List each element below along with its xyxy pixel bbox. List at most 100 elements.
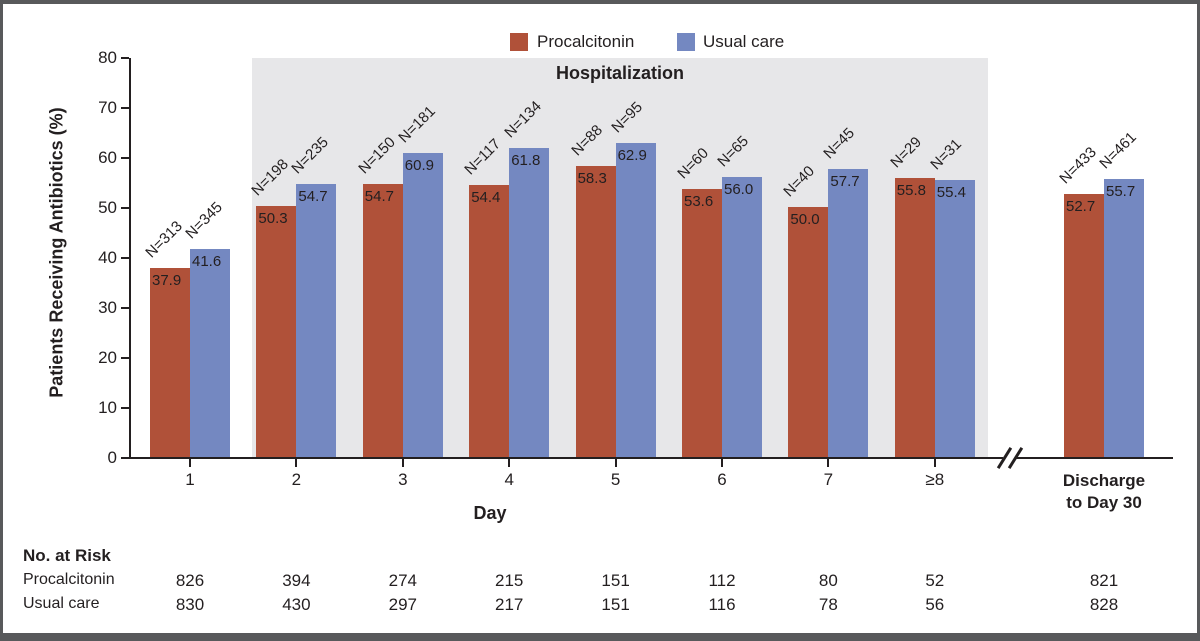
- bar-procalcitonin: 54.7: [362, 183, 403, 458]
- risk-value: 215: [495, 571, 524, 590]
- risk-value: 116: [708, 595, 736, 614]
- y-axis-title: Patients Receiving Antibiotics (%): [46, 107, 67, 398]
- y-tick: [121, 357, 129, 359]
- frame-border-right: [1197, 0, 1200, 641]
- bar-usual-care: 61.8: [509, 148, 550, 458]
- x-tick-label: ≥8: [925, 470, 945, 489]
- y-tick: [121, 257, 129, 259]
- bar-procalcitonin: 54.4: [469, 185, 510, 458]
- risk-value: 112: [708, 571, 736, 590]
- x-tick: [614, 459, 617, 467]
- y-tick-label: 10: [98, 398, 117, 417]
- bar-usual-care: 54.7: [296, 183, 337, 458]
- y-axis-line: [129, 58, 131, 459]
- axis-break-gap: [1003, 456, 1015, 461]
- risk-value: 78: [818, 595, 838, 614]
- y-tick: [121, 407, 129, 409]
- bar-usual-care: 41.6: [190, 249, 230, 458]
- bar-value-label: 62.9: [617, 146, 647, 164]
- bar-value-label: 61.8: [511, 152, 541, 169]
- x-tick-label: 1: [185, 470, 195, 489]
- y-tick-label: 80: [98, 48, 117, 67]
- x-tick-label: 7: [823, 470, 834, 489]
- x-axis-line: [129, 457, 1173, 459]
- bar-value-label: 58.3: [577, 169, 607, 187]
- risk-value: 52: [925, 571, 945, 590]
- frame-border-bottom: [0, 633, 1200, 641]
- bar-n-label: N=433: [1056, 143, 1100, 187]
- y-tick-label: 40: [98, 248, 117, 267]
- legend-swatch-usual-care: [677, 33, 695, 51]
- risk-value: 151: [601, 571, 630, 590]
- risk-value: 297: [388, 595, 417, 614]
- bar-usual-care: 57.7: [828, 168, 869, 458]
- bar-value-label: 37.9: [152, 271, 182, 289]
- x-tick-label-discharge: Discharge to Day 30: [1034, 470, 1174, 514]
- legend-label-usual-care: Usual care: [703, 32, 785, 51]
- bar-value-label: 56.0: [724, 181, 754, 198]
- hospitalization-label: Hospitalization: [555, 63, 684, 83]
- y-tick: [121, 307, 129, 309]
- frame-border-left: [0, 0, 3, 641]
- bar-usual-care: 55.7: [1104, 178, 1144, 458]
- bar-value-label: 54.7: [298, 187, 328, 205]
- bar-value-label: 55.8: [896, 182, 926, 199]
- bar-procalcitonin: 53.6: [682, 189, 722, 458]
- bar-value-label: 50.3: [258, 209, 288, 227]
- bar-usual-care: 55.4: [934, 180, 975, 458]
- bar-n-label: N=313: [142, 217, 186, 261]
- bar-value-label: 41.6: [192, 253, 222, 270]
- bar-value-label: 50.0: [790, 211, 820, 228]
- bar-value-label: 55.4: [936, 184, 966, 201]
- x-tick: [295, 459, 298, 467]
- bar-value-label: 52.7: [1066, 197, 1096, 215]
- y-tick-label: 60: [98, 148, 117, 167]
- risk-value: 826: [175, 571, 205, 590]
- risk-row-label: Usual care: [23, 595, 100, 612]
- legend-label-procalcitonin: Procalcitonin: [537, 32, 635, 51]
- risk-table-title: No. at Risk: [23, 546, 111, 565]
- bar-procalcitonin: 52.7: [1064, 193, 1104, 458]
- bar-procalcitonin: 37.9: [150, 267, 190, 458]
- y-tick-label: 50: [98, 198, 117, 217]
- bar-value-label: 54.7: [364, 187, 394, 205]
- y-tick-label: 20: [98, 348, 117, 367]
- risk-value: 394: [282, 571, 311, 590]
- y-tick-label: 70: [98, 98, 117, 117]
- bar-value-label: 53.6: [684, 193, 714, 210]
- x-tick-label: 6: [717, 470, 727, 489]
- risk-row-label: Procalcitonin: [23, 571, 115, 588]
- risk-value: 828: [1089, 595, 1119, 614]
- bar-procalcitonin: 58.3: [575, 165, 616, 458]
- y-tick-label: 0: [107, 448, 117, 467]
- bar-usual-care: 62.9: [615, 142, 656, 458]
- y-tick-label: 30: [98, 298, 117, 317]
- discharge-line-1: Discharge: [1062, 471, 1146, 490]
- bar-n-label: N=461: [1096, 128, 1140, 172]
- x-tick-label: 3: [398, 470, 408, 489]
- risk-value: 274: [388, 571, 417, 590]
- frame-border-top: [0, 0, 1200, 4]
- risk-value: 430: [282, 595, 311, 614]
- bar-usual-care: 60.9: [402, 152, 443, 458]
- bar-value-label: 57.7: [830, 172, 860, 190]
- discharge-line-2: to Day 30: [1066, 493, 1142, 512]
- bar-value-label: 60.9: [404, 156, 434, 174]
- x-tick: [933, 459, 936, 467]
- legend-swatch-procalcitonin: [510, 33, 528, 51]
- y-tick: [121, 57, 129, 59]
- bar-value-label: 55.7: [1106, 182, 1136, 200]
- y-tick: [121, 207, 129, 209]
- x-axis-title: Day: [473, 503, 507, 523]
- bar-n-label: N=345: [182, 198, 226, 243]
- risk-value: 830: [175, 595, 205, 614]
- x-tick: [401, 459, 404, 467]
- y-tick: [121, 457, 129, 459]
- bar-procalcitonin: 55.8: [894, 178, 935, 458]
- risk-value: 80: [818, 571, 838, 590]
- y-tick: [121, 157, 129, 159]
- risk-value: 56: [925, 595, 945, 614]
- x-tick: [508, 459, 511, 467]
- bar-procalcitonin: 50.3: [256, 205, 297, 458]
- x-tick: [189, 459, 191, 467]
